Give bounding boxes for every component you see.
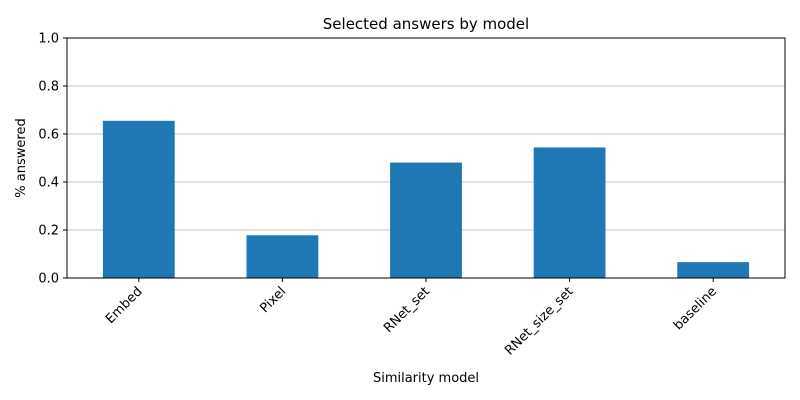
y-tick-label: 0.0: [38, 272, 59, 287]
y-tick-label: 0.4: [38, 176, 59, 191]
y-tick-label: 1.0: [38, 32, 59, 47]
bar-rnet-size-set: [533, 147, 606, 278]
bar-baseline: [677, 262, 750, 278]
x-axis-label: Similarity model: [373, 371, 479, 386]
plot-frame: [66, 37, 786, 279]
y-axis-ticks: 0.0 0.2 0.4 0.6 0.8 1.0: [38, 32, 67, 287]
bars: [102, 120, 750, 278]
x-tick-label: RNet_size_set: [502, 284, 576, 358]
x-tick-label: baseline: [671, 284, 720, 333]
x-tick-label: RNet_set: [381, 284, 433, 336]
x-tick-label: Pixel: [257, 284, 289, 316]
x-tick-label: Embed: [103, 284, 146, 327]
y-axis-label: % answered: [14, 118, 29, 197]
x-axis-ticks: Embed Pixel RNet_set RNet_size_set baseline: [103, 278, 720, 358]
y-tick-label: 0.8: [38, 80, 59, 95]
y-tick-label: 0.2: [38, 224, 59, 239]
y-tick-label: 0.6: [38, 128, 59, 143]
chart-title: Selected answers by model: [323, 15, 529, 33]
bar-pixel: [246, 235, 319, 278]
bar-rnet-set: [390, 162, 462, 278]
bar-embed: [102, 120, 175, 278]
